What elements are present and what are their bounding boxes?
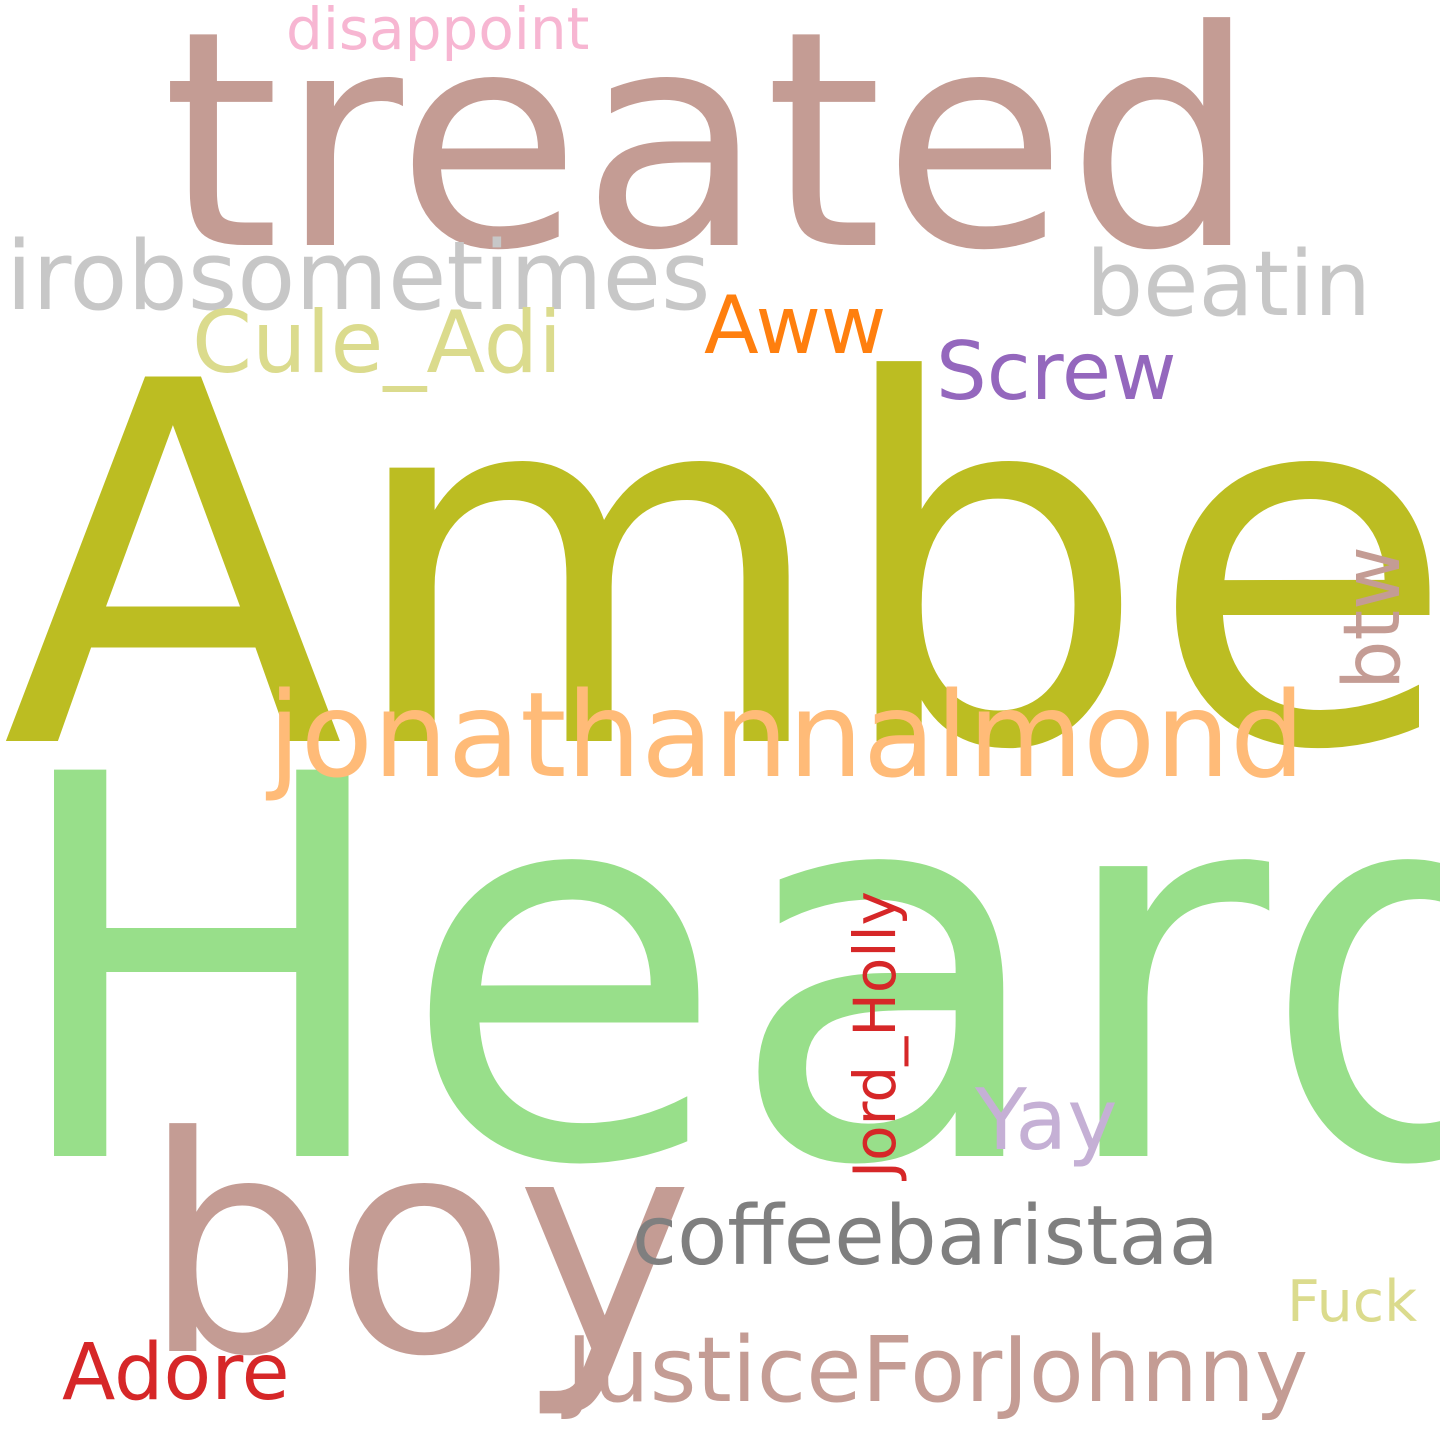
word-justiceforjohnny: JusticeForJohnny — [566, 1318, 1309, 1423]
word-coffeebaristaa: coffeebaristaa — [632, 1189, 1219, 1284]
word-screw: Screw — [936, 325, 1177, 418]
word-btw: btw — [1328, 546, 1418, 690]
word-aww: Aww — [704, 279, 887, 372]
word-boy: boy — [142, 1073, 694, 1422]
word-cule-adi: Cule_Adi — [192, 293, 563, 393]
word-disappoint: disappoint — [286, 0, 590, 63]
word-irobsometimes: irobsometimes — [6, 222, 711, 332]
word-yay: Yay — [975, 1071, 1118, 1170]
word-treated: treated — [162, 0, 1258, 316]
word-jonathannalmond: jonathannalmond — [268, 666, 1305, 804]
word-adore: Adore — [62, 1328, 290, 1418]
word-amber: Amber — [2, 277, 1440, 859]
word-heard: Heard — [2, 664, 1440, 1281]
word-fuck: Fuck — [1287, 1269, 1418, 1335]
word-jord-holly: Jord_Holly — [841, 891, 909, 1178]
word-beatin: beatin — [1086, 232, 1371, 337]
